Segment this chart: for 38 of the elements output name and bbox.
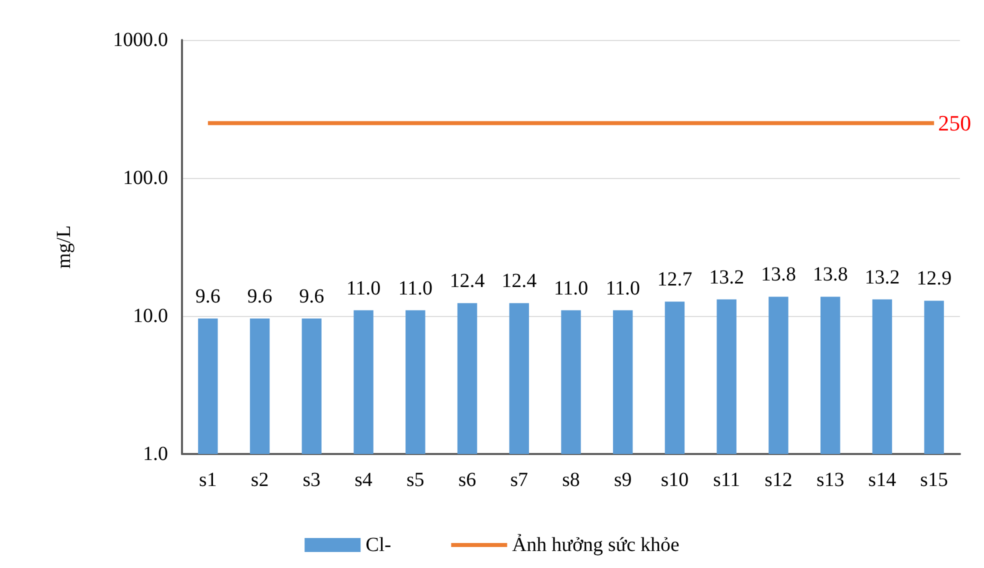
data-label: 11.0 bbox=[398, 277, 433, 300]
data-label: 9.6 bbox=[247, 285, 272, 308]
data-label: 11.0 bbox=[554, 277, 588, 300]
x-tick-label: s12 bbox=[764, 469, 792, 491]
x-tick-label: s10 bbox=[660, 469, 689, 491]
x-tick-label: s4 bbox=[354, 469, 372, 491]
x-tick-label: s15 bbox=[920, 469, 948, 491]
y-tick-label: 1000.0 bbox=[113, 29, 168, 51]
x-tick-label: s6 bbox=[458, 469, 476, 491]
annotation: 250 bbox=[938, 110, 972, 136]
x-tick-label: s9 bbox=[614, 469, 632, 491]
x-tick-label: s3 bbox=[302, 469, 321, 491]
y-tick-label: 10.0 bbox=[133, 305, 168, 327]
data-label: 13.2 bbox=[864, 266, 900, 288]
data-label: 12.4 bbox=[502, 270, 537, 292]
x-tick-label: s7 bbox=[510, 469, 528, 491]
data-label: 12.4 bbox=[450, 270, 485, 292]
data-label: 12.9 bbox=[916, 268, 952, 290]
x-tick-label: s2 bbox=[250, 469, 269, 491]
x-tick-label: s14 bbox=[868, 469, 896, 491]
y-tick-label: 100.0 bbox=[123, 167, 168, 189]
data-label: 12.7 bbox=[657, 268, 692, 291]
legend-label: Ảnh hưởng sức khỏe bbox=[512, 533, 680, 556]
y-axis-title: mg/L bbox=[53, 225, 75, 269]
data-label: 11.0 bbox=[346, 277, 381, 300]
data-label: 13.2 bbox=[709, 266, 744, 288]
legend-label: Cl- bbox=[366, 534, 392, 556]
data-label: 11.0 bbox=[606, 277, 640, 300]
x-tick-label: s13 bbox=[816, 469, 844, 491]
x-tick-label: s1 bbox=[199, 469, 217, 491]
data-label: 9.6 bbox=[195, 285, 220, 308]
data-label: 13.8 bbox=[812, 264, 848, 286]
x-tick-label: s11 bbox=[713, 469, 740, 491]
x-tick-label: s5 bbox=[406, 469, 424, 491]
x-tick-label: s8 bbox=[562, 469, 580, 491]
data-label: 9.6 bbox=[299, 285, 324, 308]
data-label: 13.8 bbox=[760, 264, 796, 286]
y-tick-label: 1.0 bbox=[143, 443, 168, 465]
